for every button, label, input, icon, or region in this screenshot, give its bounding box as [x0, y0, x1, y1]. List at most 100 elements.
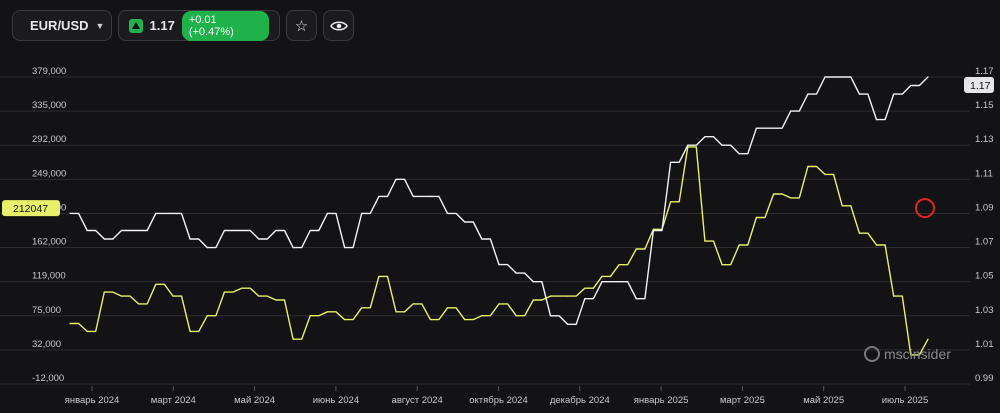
- data-point: [361, 212, 363, 214]
- data-point: [824, 76, 826, 78]
- data-point: [875, 244, 878, 246]
- data-point: [635, 248, 637, 250]
- data-point: [86, 229, 88, 232]
- data-point: [86, 330, 88, 332]
- right-tick-label: 1.15: [975, 100, 994, 111]
- x-tick-label: май 2024: [234, 395, 275, 406]
- data-point: [275, 229, 277, 232]
- data-point: [172, 212, 174, 214]
- data-point: [790, 110, 792, 112]
- data-point: [344, 247, 346, 249]
- x-tick-label: январь 2025: [634, 395, 689, 406]
- data-point: [858, 232, 861, 234]
- data-point: [773, 127, 775, 129]
- data-point: [721, 144, 723, 146]
- data-point: [378, 275, 380, 277]
- data-point: [309, 229, 311, 232]
- change-badge: +0.01 (+0.47%): [181, 10, 269, 41]
- favorite-button[interactable]: ☆: [286, 10, 317, 41]
- data-point: [206, 247, 208, 249]
- data-point: [464, 319, 466, 321]
- data-point: [481, 315, 483, 317]
- data-point: [532, 299, 534, 301]
- data-point: [515, 272, 517, 274]
- data-point: [395, 311, 397, 313]
- data-point: [910, 84, 912, 87]
- data-point: [241, 229, 243, 232]
- left-tick-label: 379,000: [32, 66, 66, 77]
- data-point: [206, 315, 208, 317]
- data-point: [189, 238, 191, 240]
- data-point: [481, 238, 483, 240]
- x-tick-label: март 2024: [151, 395, 196, 406]
- right-tick-label: 1.05: [975, 271, 994, 282]
- watermark: mscinsider: [864, 346, 951, 362]
- msc-logo-icon: [864, 346, 880, 362]
- data-point: [652, 229, 655, 232]
- symbol-label: EUR/USD: [30, 18, 89, 33]
- data-point: [120, 229, 123, 232]
- data-point: [361, 307, 363, 309]
- series-line-price[interactable]: [70, 76, 929, 325]
- data-point: [446, 212, 449, 214]
- data-point: [721, 264, 723, 266]
- price-label: 1.17: [149, 18, 175, 33]
- data-point: [241, 287, 243, 289]
- data-point: [103, 291, 105, 293]
- right-tick-label: 1.17: [975, 66, 994, 77]
- left-tick-label: 75,000: [32, 305, 61, 316]
- watch-button[interactable]: [323, 10, 354, 41]
- data-point: [532, 281, 534, 283]
- up-arrow-icon: [129, 18, 143, 33]
- data-point: [584, 298, 586, 300]
- toolbar: EUR/USD ▼ 1.17 +0.01 (+0.47%) ☆: [12, 10, 354, 41]
- data-point: [549, 295, 552, 297]
- x-tick-label: март 2025: [720, 395, 765, 406]
- data-point: [755, 127, 758, 129]
- data-point: [326, 212, 328, 214]
- symbol-selector[interactable]: EUR/USD ▼: [12, 10, 112, 41]
- quote-panel: 1.17 +0.01 (+0.47%): [118, 10, 280, 41]
- data-point: [773, 193, 775, 195]
- data-point: [687, 144, 689, 146]
- data-point: [223, 229, 225, 232]
- data-point: [584, 287, 586, 289]
- data-point: [824, 173, 826, 175]
- data-point: [69, 322, 71, 325]
- data-point: [841, 76, 843, 78]
- data-point: [498, 303, 500, 305]
- data-point: [172, 295, 174, 297]
- right-tick-label: 1.01: [975, 339, 994, 350]
- data-point: [893, 93, 895, 95]
- chevron-down-icon[interactable]: ▼: [95, 20, 105, 31]
- data-point: [704, 136, 706, 138]
- series-line-volume[interactable]: [70, 146, 929, 356]
- value-badges: 212047 1.17: [2, 77, 994, 217]
- data-point: [155, 212, 157, 214]
- right-tick-label: 1.13: [975, 134, 994, 145]
- left-axis: 379,000335,000292,000249,000205,000162,0…: [32, 66, 66, 384]
- data-point: [258, 295, 260, 297]
- data-point: [223, 291, 225, 293]
- data-point: [120, 295, 123, 297]
- data-point: [189, 330, 191, 332]
- left-tick-label: 292,000: [32, 134, 66, 145]
- data-point: [309, 315, 311, 317]
- data-point: [155, 283, 157, 285]
- x-tick-label: декабрь 2024: [550, 395, 610, 406]
- x-axis: январь 2024 март 2024 май 2024 июнь 2024 авг…: [65, 386, 928, 406]
- data-point: [601, 275, 603, 277]
- series-group: [69, 76, 935, 356]
- data-point: [515, 315, 517, 317]
- data-point: [738, 244, 740, 246]
- data-point: [927, 338, 929, 340]
- data-point: [738, 153, 740, 155]
- data-point: [429, 319, 431, 321]
- data-point: [670, 161, 672, 163]
- x-tick-label: январь 2024: [65, 395, 120, 406]
- data-point: [549, 315, 552, 317]
- data-point: [704, 240, 706, 242]
- data-point: [927, 76, 929, 78]
- data-point: [429, 195, 431, 197]
